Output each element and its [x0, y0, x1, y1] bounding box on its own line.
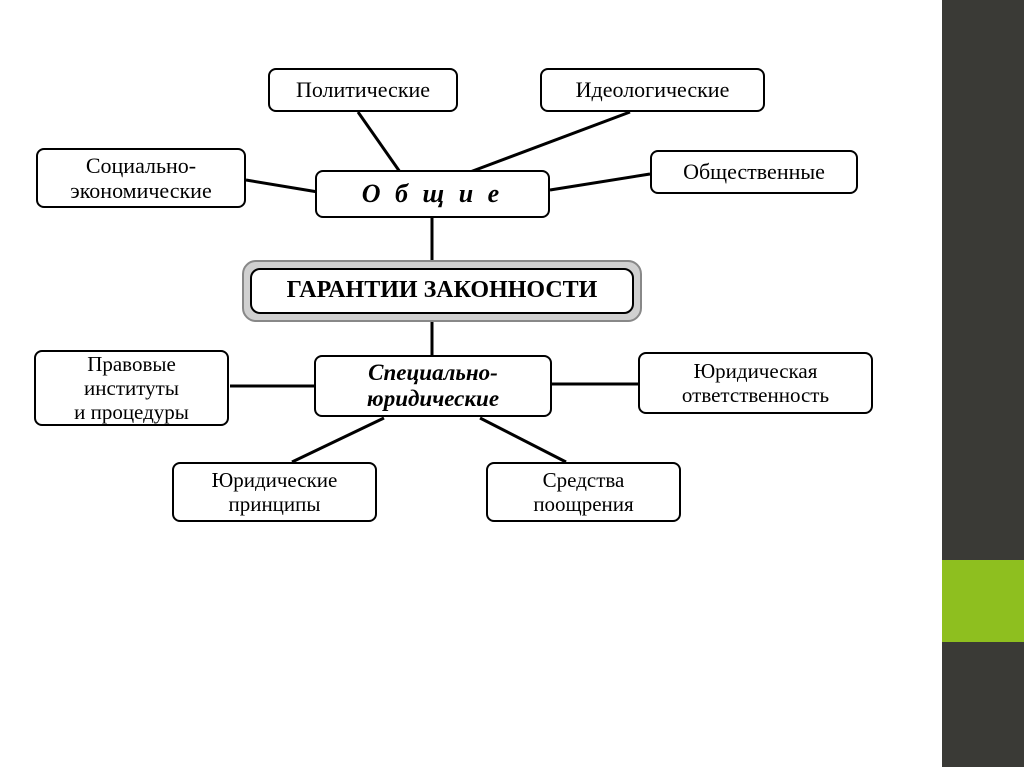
edge-0 [358, 112, 400, 172]
edge-8 [292, 418, 384, 462]
diagram-canvas: Политические Идеологические Социально- эко… [10, 30, 930, 550]
sidebar-accent [942, 560, 1024, 642]
edge-2 [246, 180, 318, 192]
node-political: Политические [268, 68, 458, 112]
node-legalinst: Правовые институты и процедуры [34, 350, 229, 426]
node-special: Специально- юридические [314, 355, 552, 417]
node-socecon: Социально- экономические [36, 148, 246, 208]
edge-1 [470, 112, 630, 172]
node-incentives: Средства поощрения [486, 462, 681, 522]
node-principles: Юридические принципы [172, 462, 377, 522]
edge-9 [480, 418, 566, 462]
node-public: Общественные [650, 150, 858, 194]
node-general: О б щ и е [315, 170, 550, 218]
edge-3 [550, 174, 650, 190]
node-ideological: Идеологические [540, 68, 765, 112]
node-main-label: ГАРАНТИИ ЗАКОННОСТИ [250, 268, 634, 314]
node-main: ГАРАНТИИ ЗАКОННОСТИ [242, 260, 642, 322]
right-sidebar [942, 0, 1024, 767]
node-liability: Юридическая ответственность [638, 352, 873, 414]
